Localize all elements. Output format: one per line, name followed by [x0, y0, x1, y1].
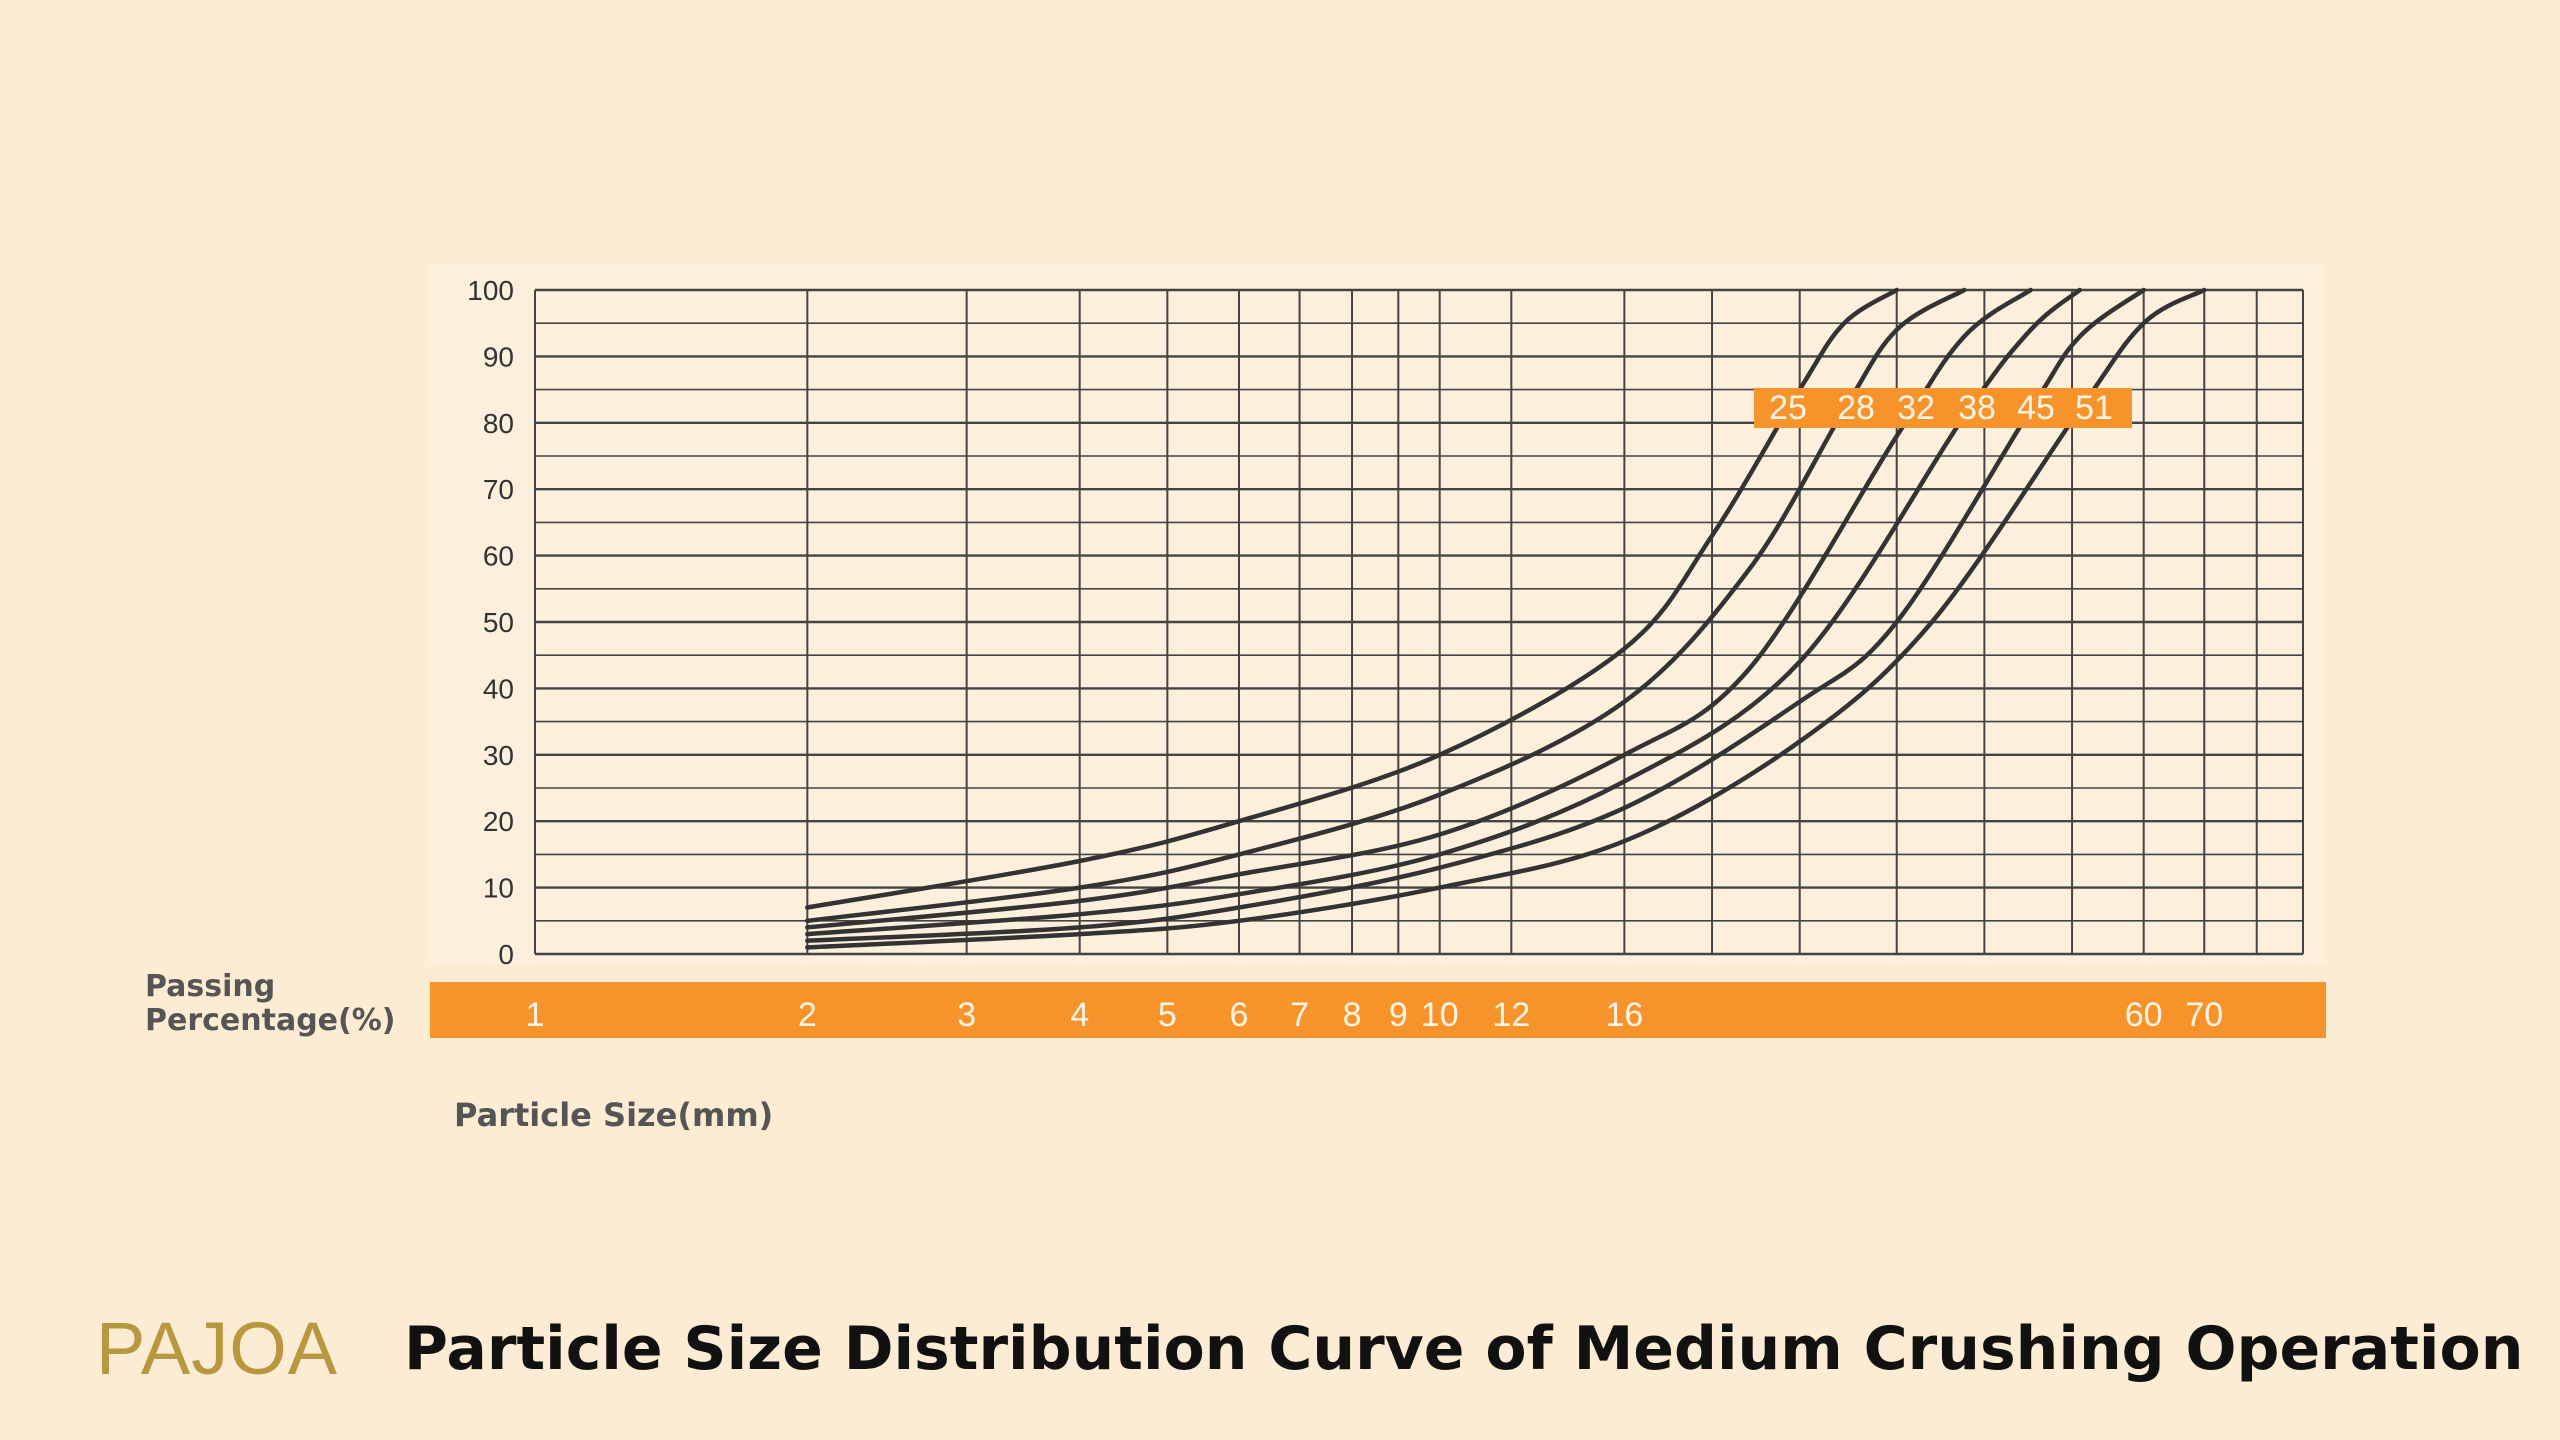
x-tick-label: 12 [1492, 996, 1530, 1034]
x-axis-label: Particle Size(mm) [454, 1096, 774, 1134]
x-tick-label: 9 [1389, 996, 1408, 1034]
y-tick-label: 30 [483, 740, 514, 771]
x-tick-label: 60 [2125, 996, 2163, 1034]
y-tick-label: 20 [483, 806, 514, 837]
y-tick-label: 70 [483, 474, 514, 505]
y-tick-label: 10 [483, 873, 514, 904]
x-tick-label: 5 [1158, 996, 1177, 1034]
curve-label: 28 [1837, 389, 1875, 427]
x-tick-labels: 1 2 3 4 5 6 7 8 9 10 12 16 60 70 [526, 996, 2224, 1034]
x-tick-label: 16 [1605, 996, 1643, 1034]
y-tick-label: 0 [498, 939, 514, 970]
x-tick-label: 1 [526, 996, 545, 1034]
x-tick-label: 10 [1421, 996, 1459, 1034]
chart-background [430, 264, 2326, 964]
y-tick-label: 80 [483, 408, 514, 439]
y-tick-labels: 0 10 20 30 40 50 60 70 80 90 100 [467, 275, 514, 970]
grid [534, 288, 2304, 956]
curve-label: 51 [2075, 389, 2113, 427]
curve-label: 45 [2017, 389, 2055, 427]
curve-label: 32 [1897, 389, 1935, 427]
curve-label: 38 [1958, 389, 1996, 427]
y-tick-label: 100 [467, 275, 514, 306]
x-tick-label: 8 [1343, 996, 1362, 1034]
brand-logo: PAJOA [96, 1307, 339, 1390]
y-axis-label: Passing Percentage(%) [145, 969, 396, 1038]
y-tick-label: 90 [483, 341, 514, 372]
x-tick-label: 6 [1230, 996, 1249, 1034]
curve-label-box: 25 28 32 38 45 51 [1754, 388, 2132, 428]
curve-label: 25 [1769, 389, 1807, 427]
x-tick-label: 7 [1290, 996, 1309, 1034]
y-tick-label: 40 [483, 673, 514, 704]
y-tick-label: 50 [483, 607, 514, 638]
x-tick-label: 3 [957, 996, 976, 1034]
x-tick-label: 2 [798, 996, 817, 1034]
x-tick-label: 4 [1070, 996, 1089, 1034]
x-tick-label: 70 [2185, 996, 2223, 1034]
x-axis-band [430, 982, 2326, 1038]
curve-label-background [1754, 388, 2132, 428]
y-tick-label: 60 [483, 541, 514, 572]
page-title: Particle Size Distribution Curve of Medi… [404, 1314, 2524, 1384]
